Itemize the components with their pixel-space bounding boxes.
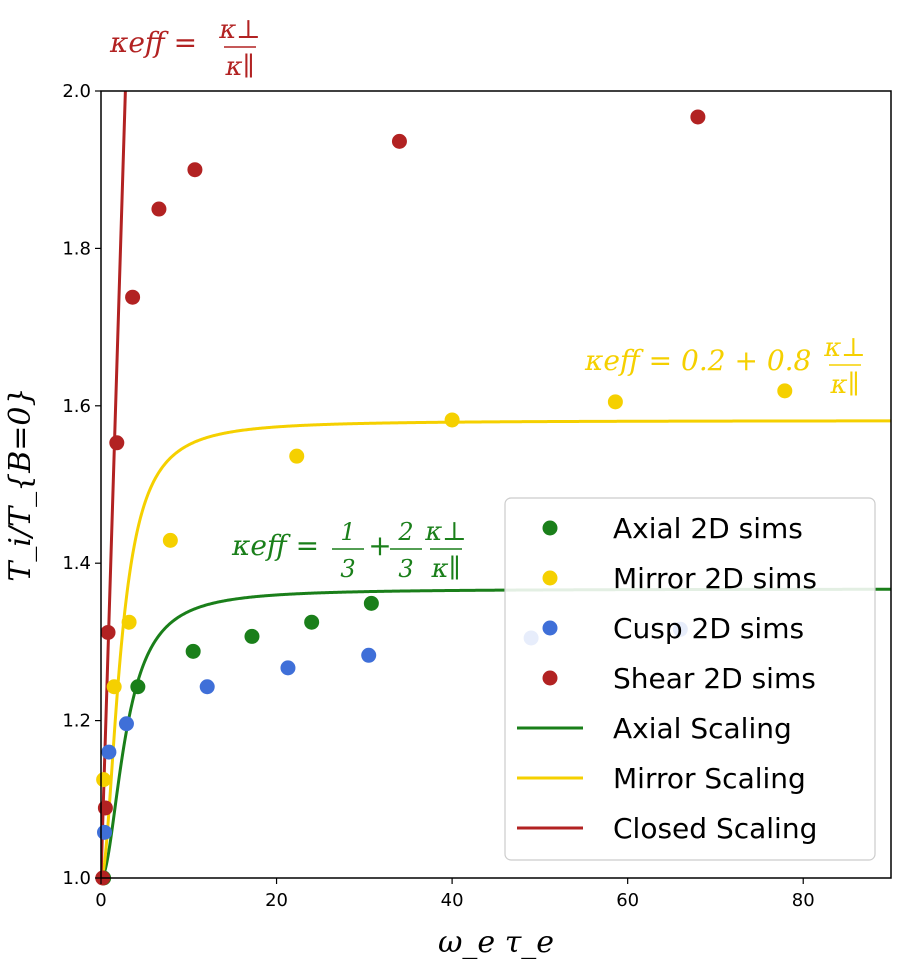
- mirror-2d-sims-point: [96, 772, 112, 788]
- legend-label: Axial 2D sims: [613, 512, 803, 545]
- x-tick-label: 80: [792, 890, 815, 911]
- shear-2d-sims-point: [690, 109, 706, 125]
- annotation-lhs: κeff = 0.2 + 0.8: [584, 344, 811, 377]
- fraction-numerator: κ⊥: [218, 15, 261, 45]
- shear-2d-sims-point: [97, 800, 113, 816]
- fraction-denominator: 3: [340, 555, 355, 583]
- fraction-numerator: 2: [397, 518, 413, 546]
- mirror-scaling-line: [101, 419, 891, 878]
- annotation-lhs: κeff =: [231, 529, 319, 562]
- axial-scaling-annotation: κeff = 13+ 23κ⊥κ∥: [231, 517, 467, 584]
- legend: Axial 2D sims Mirror 2D sims Cusp 2D sims S…: [504, 497, 876, 861]
- legend-marker: [542, 620, 558, 636]
- legend-label: Cusp 2D sims: [613, 612, 804, 645]
- mirror-2d-sims-point: [444, 412, 460, 428]
- plot-frame: [100, 90, 892, 879]
- fraction-denominator: 3: [398, 555, 413, 583]
- fraction-numerator: κ⊥: [823, 333, 866, 363]
- shear-2d-sims-point: [391, 133, 407, 149]
- annotation-lhs: κeff =: [109, 26, 197, 59]
- fraction-numerator: κ⊥: [424, 517, 467, 547]
- cusp-2d-sims-point: [97, 824, 113, 840]
- y-tick-label: 1.2: [62, 711, 91, 732]
- x-axis-label: ω_e τ_e: [438, 925, 554, 960]
- legend-marker: [542, 520, 558, 536]
- legend-marker: [542, 570, 558, 586]
- y-tick-label: 1.6: [62, 396, 91, 417]
- legend-label: Closed Scaling: [613, 812, 817, 845]
- fraction-denominator: κ∥: [224, 52, 254, 82]
- mirror-2d-sims-point: [106, 679, 122, 695]
- cusp-2d-sims-point: [199, 679, 215, 695]
- closed-scaling-annotation: κeff = κ⊥ κ∥: [109, 15, 261, 82]
- y-tick-label: 1.0: [62, 868, 91, 889]
- plus-sign: +: [368, 529, 391, 562]
- y-tick-label: 2.0: [62, 81, 91, 102]
- mirror-2d-sims-point: [777, 383, 793, 399]
- axial-2d-sims-point: [244, 628, 260, 644]
- shear-2d-sims-point: [125, 289, 141, 305]
- legend-label: Shear 2D sims: [613, 662, 816, 695]
- y-tick-label: 1.8: [62, 238, 91, 259]
- legend-box: [504, 497, 876, 861]
- cusp-2d-sims-point: [101, 744, 117, 760]
- axial-2d-sims-point: [185, 643, 201, 659]
- x-tick-label: 20: [265, 890, 288, 911]
- axial-2d-sims-point: [130, 679, 146, 695]
- axial-2d-sims-point: [304, 614, 320, 630]
- mirror-scaling-annotation: κeff = 0.2 + 0.8 κ⊥ κ∥: [584, 333, 866, 400]
- legend-label: Mirror Scaling: [613, 762, 806, 795]
- y-tick-label: 1.4: [62, 553, 91, 574]
- legend-label: Mirror 2D sims: [613, 562, 817, 595]
- axial-2d-sims-point: [363, 595, 379, 611]
- cusp-2d-sims-point: [361, 647, 377, 663]
- shear-2d-sims-point: [151, 201, 167, 217]
- x-tick-label: 60: [616, 890, 639, 911]
- legend-marker: [542, 670, 558, 686]
- x-tick-label: 40: [441, 890, 464, 911]
- mirror-2d-sims-point: [121, 614, 137, 630]
- x-tick-label: 0: [95, 890, 106, 911]
- shear-2d-sims-point: [100, 624, 116, 640]
- cusp-2d-sims-point: [118, 716, 134, 732]
- shear-2d-sims-point: [187, 162, 203, 178]
- legend-label: Axial Scaling: [613, 712, 792, 745]
- fraction-numerator: 1: [340, 518, 355, 546]
- shear-2d-sims-point: [109, 435, 125, 451]
- mirror-2d-sims-point: [162, 532, 178, 548]
- fraction-denominator: κ∥: [829, 370, 859, 400]
- mirror-2d-sims-point: [289, 448, 305, 464]
- cusp-2d-sims-point: [280, 660, 296, 676]
- axis-ticks: 0 20 40 60 80 1.0 1.2 1.4 1.6 1.8 2.0: [62, 81, 814, 911]
- fraction-denominator: κ∥: [430, 554, 460, 584]
- mirror-2d-sims-point: [607, 394, 623, 410]
- y-axis-label: T_i/T_{B=0}: [3, 387, 38, 581]
